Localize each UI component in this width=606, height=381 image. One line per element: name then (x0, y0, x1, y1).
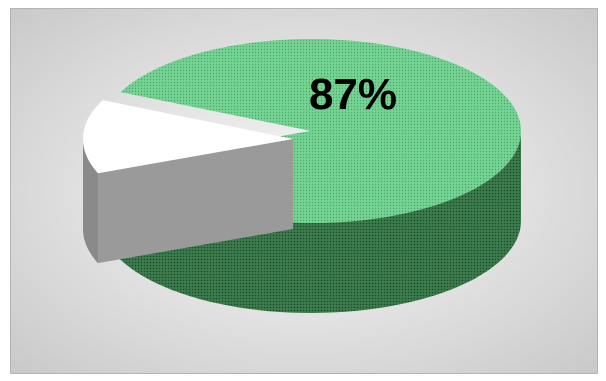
pie-chart: 87% (83, 39, 521, 313)
slice-label-0: 87% (309, 70, 397, 119)
pie-slice-1 (83, 100, 293, 174)
pie-side-1 (83, 139, 98, 264)
pie-side-0 (116, 131, 521, 313)
pie-cut-face-1 (98, 139, 293, 264)
chart-panel: 87% (10, 8, 598, 374)
